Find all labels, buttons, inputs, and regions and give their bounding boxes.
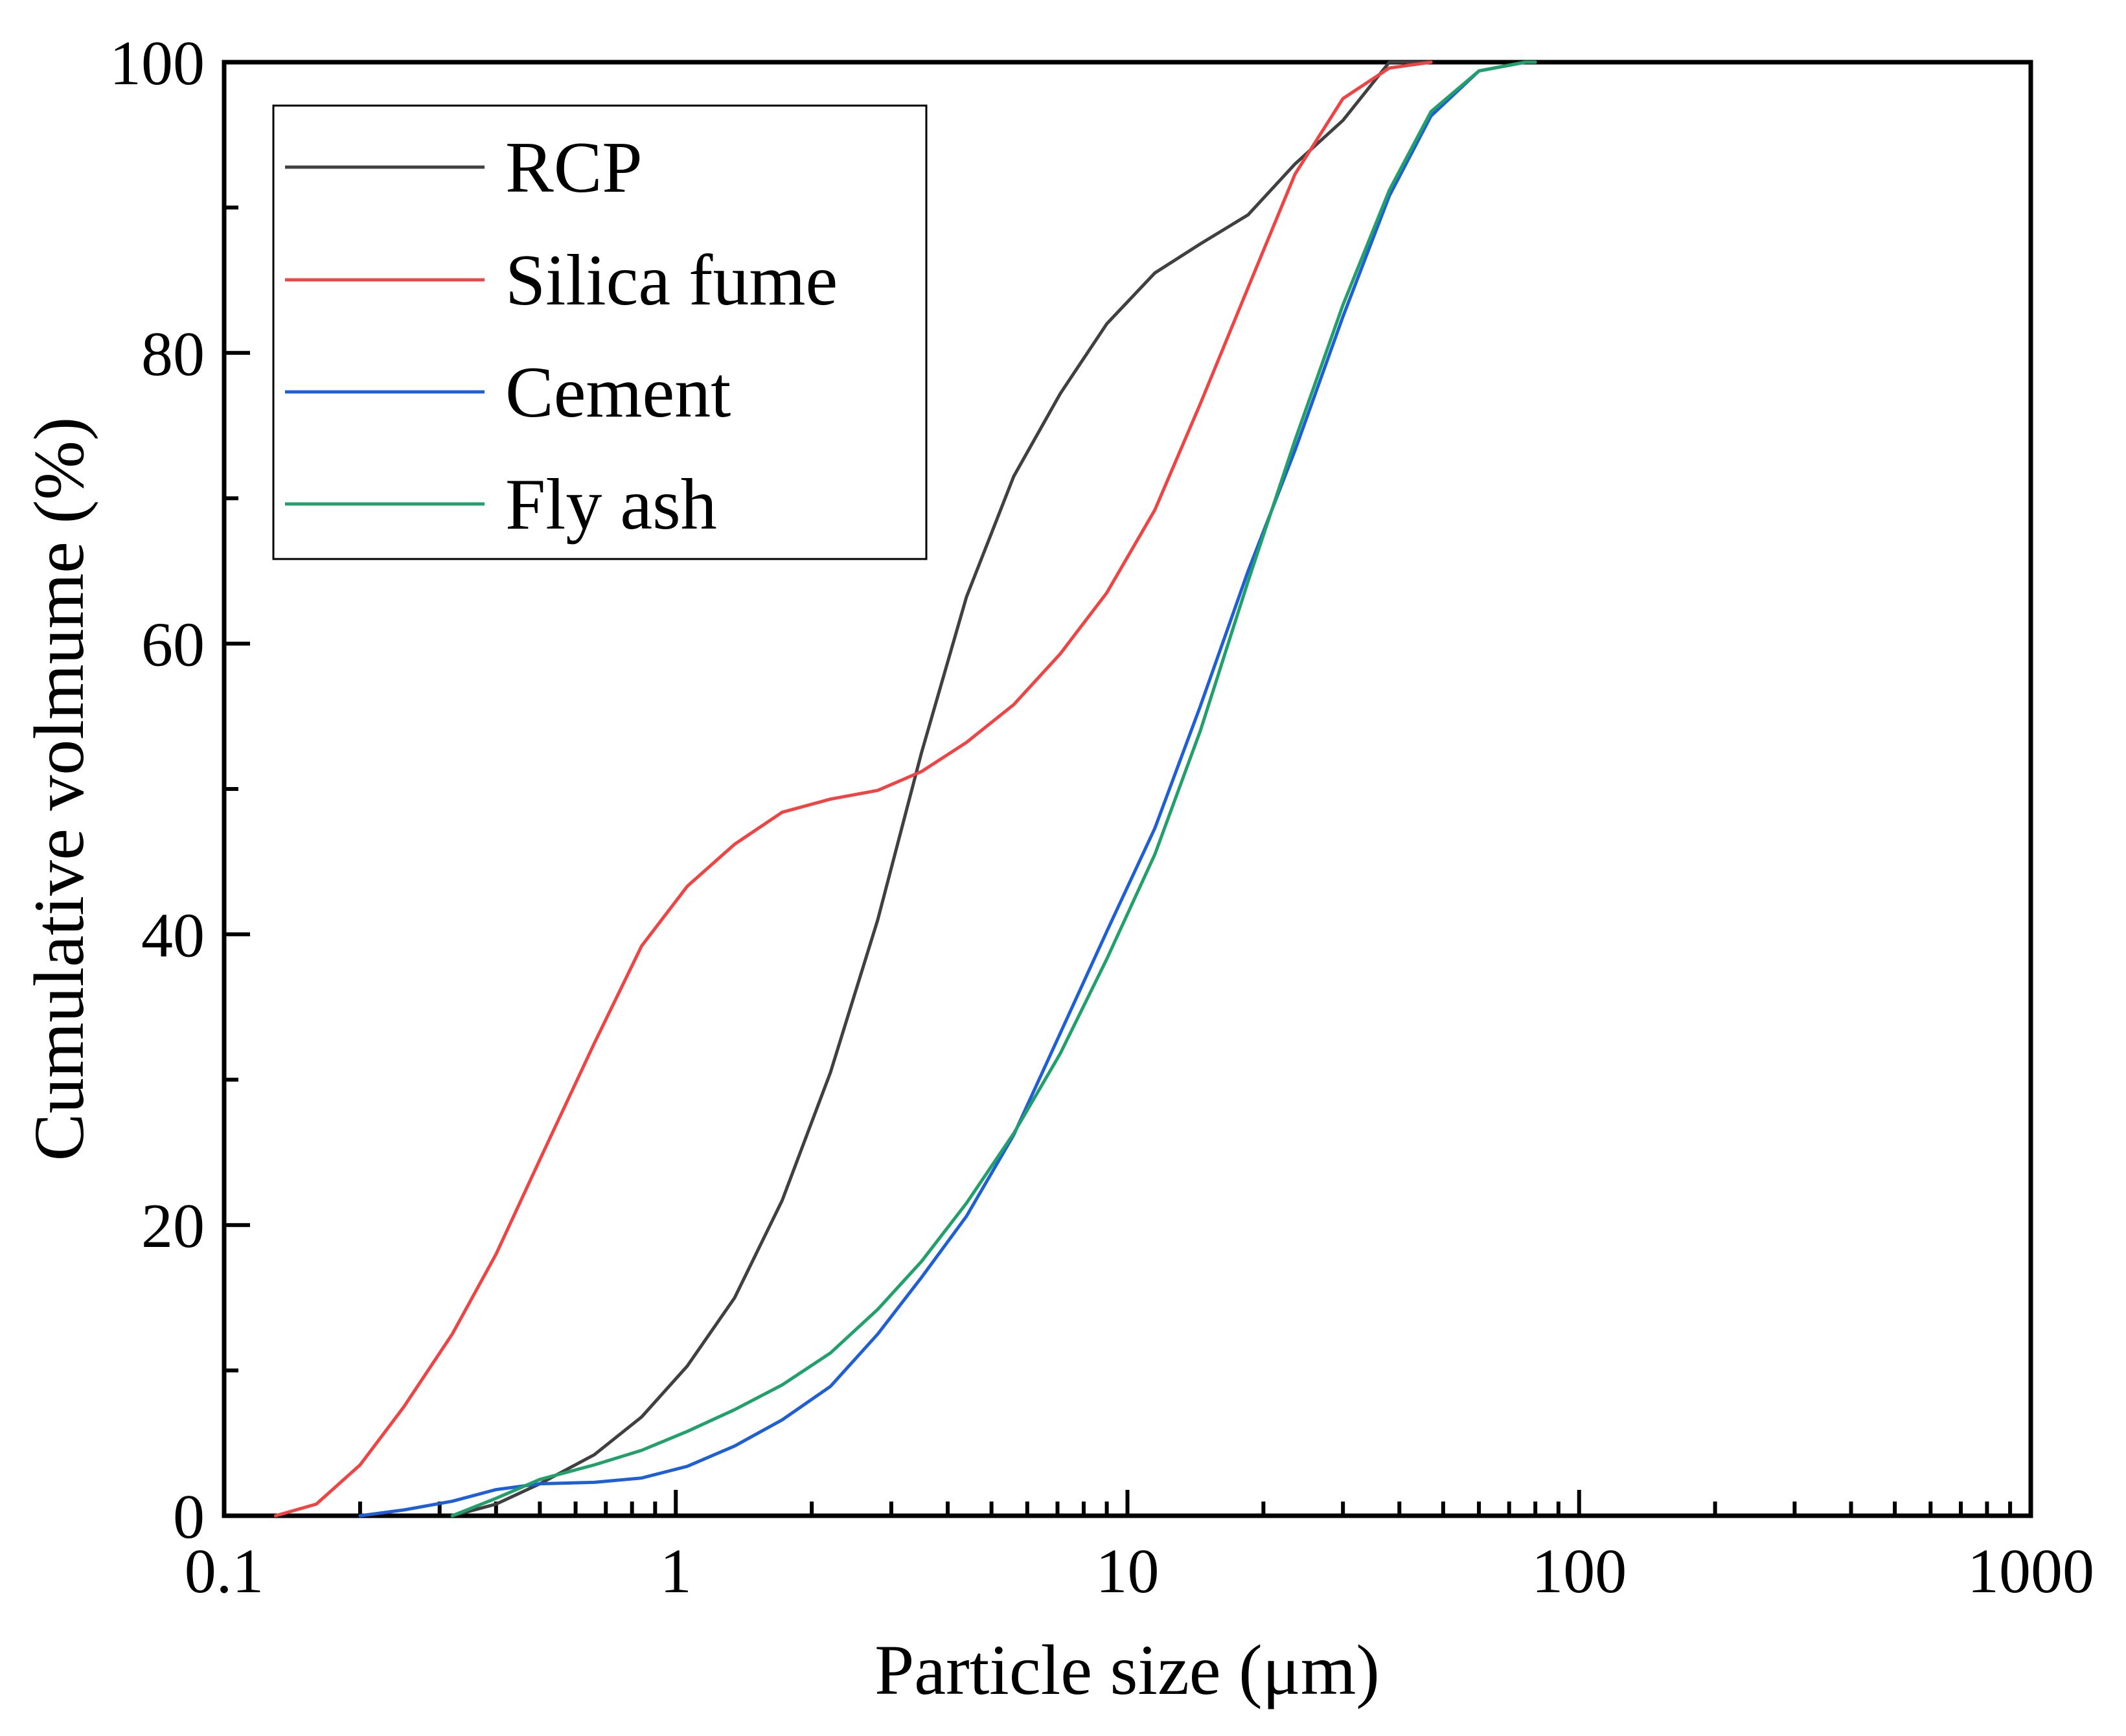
legend-label-cement: Cement (505, 352, 731, 433)
x-tick-label: 1 (660, 1536, 692, 1606)
y-axis-ticks: 0 20 40 60 80 100 (109, 29, 250, 1552)
x-tick-label: 1000 (1967, 1536, 2094, 1606)
y-tick-label: 20 (141, 1191, 205, 1261)
x-tick-label: 100 (1531, 1536, 1627, 1606)
y-tick-label: 60 (141, 610, 205, 680)
x-tick-label: 10 (1096, 1536, 1160, 1606)
series-line-cement (358, 60, 1537, 1518)
legend-label-silica-fume: Silica fume (505, 240, 838, 321)
legend: RCP Silica fume Cement Fly ash (272, 104, 928, 560)
y-tick-label: 40 (141, 900, 205, 970)
legend-label-fly-ash: Fly ash (505, 464, 717, 545)
y-tick-label: 100 (109, 29, 205, 98)
legend-label-rcp: RCP (505, 128, 643, 208)
x-axis-title: Particle size (μm) (874, 1630, 1380, 1709)
series-layer (273, 60, 1537, 1518)
y-tick-label: 80 (141, 319, 205, 389)
x-axis-ticks: 0.1 1 10 100 1000 (185, 1490, 2094, 1606)
series-line-silica-fume (273, 60, 1433, 1518)
x-tick-label: 0.1 (185, 1536, 264, 1606)
legend-box (272, 104, 928, 560)
y-tick-label: 0 (173, 1482, 205, 1552)
series-line-fly-ash (450, 60, 1537, 1518)
series-line-rcp (450, 60, 1433, 1518)
y-axis-title: Cumulative volmume (%) (19, 417, 98, 1161)
